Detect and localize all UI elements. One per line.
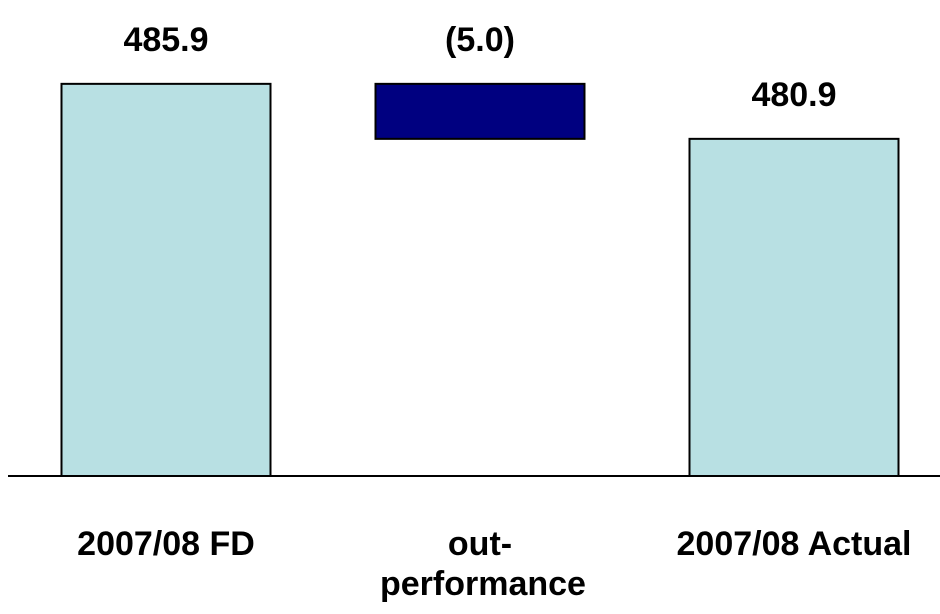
- value-labels-group: 485.9 (5.0) 480.9: [123, 21, 836, 114]
- category-label-2007-08-fd: 2007/08 FD: [77, 525, 255, 563]
- value-label-2: 480.9: [751, 76, 836, 114]
- bars-group: [60, 82, 900, 477]
- category-label-2007-08-actual: 2007/08 Actual: [676, 525, 912, 563]
- category-label-out-performance: out-performance: [380, 525, 586, 603]
- bar-total-2: [688, 137, 900, 477]
- bar-delta-1: [374, 82, 586, 140]
- bar-total-0: [60, 82, 272, 477]
- value-label-0: 485.9: [123, 21, 208, 59]
- value-label-1: (5.0): [445, 21, 515, 59]
